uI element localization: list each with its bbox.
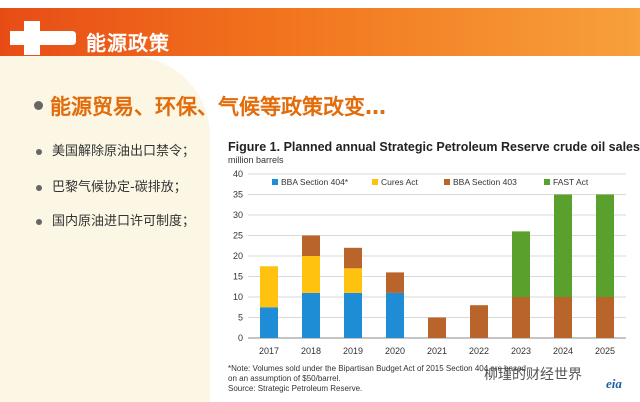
bar-segment <box>302 235 320 256</box>
x-tick-label: 2018 <box>301 346 321 356</box>
y-tick-label: 30 <box>233 210 243 220</box>
chart-title: Figure 1. Planned annual Strategic Petro… <box>228 140 640 154</box>
bullet-text: 国内原油进口许可制度； <box>52 214 196 229</box>
bar-segment <box>344 268 362 293</box>
page-title: 能源政策 <box>86 31 170 55</box>
bullet-dot-icon <box>36 148 42 155</box>
bullet-item: 国内原油进口许可制度； <box>36 210 195 229</box>
x-tick-label: 2024 <box>553 346 573 356</box>
bar-segment <box>554 297 572 338</box>
x-tick-label: 2020 <box>385 346 405 356</box>
chart-note: on an assumption of $50/barrel. <box>228 374 341 383</box>
y-tick-label: 25 <box>233 231 243 241</box>
chart-panel: Figure 1. Planned annual Strategic Petro… <box>222 138 640 400</box>
legend-label: FAST Act <box>553 177 589 187</box>
legend-swatch <box>544 179 550 185</box>
legend-swatch <box>444 179 450 185</box>
bar-segment <box>302 292 320 338</box>
legend-swatch <box>272 179 278 185</box>
y-tick-label: 40 <box>233 169 243 179</box>
bar-segment <box>512 297 530 338</box>
eia-logo: eia <box>606 376 622 391</box>
bullet-text: 巴黎气候协定-碳排放； <box>52 180 187 195</box>
x-tick-label: 2023 <box>511 346 531 356</box>
x-tick-label: 2019 <box>343 346 363 356</box>
y-tick-label: 0 <box>238 333 243 343</box>
bar-segment <box>302 256 320 293</box>
bar-segment <box>554 194 572 297</box>
bar-segment <box>386 272 404 293</box>
bar-segment <box>260 307 278 338</box>
headline-bullet-icon <box>34 101 43 110</box>
x-tick-label: 2025 <box>595 346 615 356</box>
legend-label: BBA Section 404* <box>281 177 349 187</box>
bar-segment <box>512 231 530 297</box>
legend-label: BBA Section 403 <box>453 177 517 187</box>
bullet-item: 巴黎气候协定-碳排放； <box>36 176 187 195</box>
y-tick-label: 20 <box>233 251 243 261</box>
header-bar: 能源政策 <box>0 8 640 56</box>
x-tick-label: 2022 <box>469 346 489 356</box>
headline: 能源贸易、环保、气候等政策改变… <box>50 95 386 119</box>
legend-label: Cures Act <box>381 177 418 187</box>
cross-logo-icon <box>10 21 76 55</box>
chart-note: *Note: Volumes sold under the Bipartisan… <box>228 364 526 373</box>
bullet-dot-icon <box>36 184 42 191</box>
watermark-text: 柳瑾的财经世界 <box>484 367 582 383</box>
bar-segment <box>596 194 614 297</box>
bar-segment <box>260 266 278 308</box>
bar-segment <box>470 305 488 338</box>
y-tick-label: 15 <box>233 272 243 282</box>
y-tick-label: 5 <box>238 313 243 323</box>
bar-segment <box>344 247 362 269</box>
bullet-text: 美国解除原油出口禁令； <box>52 144 196 159</box>
x-tick-label: 2017 <box>259 346 279 356</box>
x-tick-label: 2021 <box>427 346 447 356</box>
bullet-dot-icon <box>36 218 42 225</box>
bar-segment <box>344 292 362 338</box>
background-decoration-cross <box>0 225 200 305</box>
bar-segment <box>386 292 404 338</box>
bar-segment <box>596 297 614 338</box>
bullet-item: 美国解除原油出口禁令； <box>36 140 195 159</box>
chart-source: Source: Strategic Petroleum Reserve. <box>228 384 363 393</box>
y-tick-label: 10 <box>233 292 243 302</box>
y-tick-label: 35 <box>233 190 243 200</box>
chart-ylabel: million barrels <box>228 155 284 165</box>
bar-segment <box>428 317 446 338</box>
legend-swatch <box>372 179 378 185</box>
